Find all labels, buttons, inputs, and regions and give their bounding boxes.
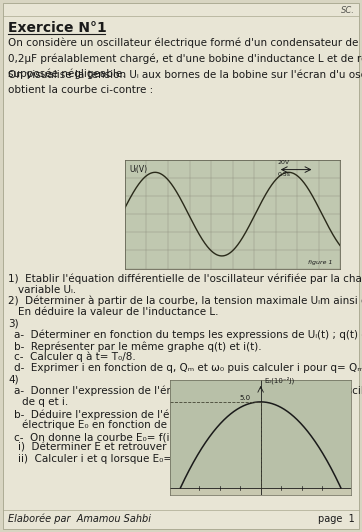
- Text: de q et i.: de q et i.: [22, 397, 68, 407]
- Text: a-  Déterminer en fonction du temps les expressions de Uₗ(t) ; q(t) et i(t).: a- Déterminer en fonction du temps les e…: [14, 330, 362, 340]
- Text: c-  On donne la courbe E₀= f(i) :: c- On donne la courbe E₀= f(i) :: [14, 432, 180, 442]
- Text: c-  Calculer q à t= T₀/8.: c- Calculer q à t= T₀/8.: [14, 352, 136, 362]
- Text: 20V: 20V: [278, 160, 290, 165]
- Text: 0.5s: 0.5s: [278, 172, 291, 177]
- Text: variable Uₗ.: variable Uₗ.: [18, 285, 76, 295]
- Text: 4): 4): [8, 375, 18, 385]
- Text: figure 1: figure 1: [308, 260, 332, 265]
- Text: a-  Donner l'expression de l'énergie électromagnétique  E de l'oscillateur en fo: a- Donner l'expression de l'énergie élec…: [14, 386, 362, 396]
- Text: 5.0: 5.0: [239, 395, 251, 401]
- Bar: [170, 488, 351, 495]
- Text: En déduire la valeur de l'inductance L.: En déduire la valeur de l'inductance L.: [18, 307, 219, 317]
- Text: On considère un oscillateur électrique formé d'un condensateur de capacité C=
0,: On considère un oscillateur électrique f…: [8, 38, 362, 79]
- Text: i)  Déterminer E et retrouver la valeur de L.: i) Déterminer E et retrouver la valeur d…: [18, 443, 244, 453]
- Text: Uₗ(V): Uₗ(V): [129, 165, 147, 174]
- Text: électrique E₀ en fonction de E et i₂.: électrique E₀ en fonction de E et i₂.: [22, 420, 204, 430]
- Text: Elaborée par  Amamou Sahbi: Elaborée par Amamou Sahbi: [8, 514, 151, 525]
- Text: b-  Représenter par le même graphe q(t) et i(t).: b- Représenter par le même graphe q(t) e…: [14, 341, 262, 352]
- Text: ii)  Calculer i et q lorsque E₀= Eₗ: ii) Calculer i et q lorsque E₀= Eₗ: [18, 454, 184, 464]
- Text: SC.: SC.: [341, 6, 355, 15]
- Text: b-  Déduire l'expression de l'énergie: b- Déduire l'expression de l'énergie: [14, 409, 203, 420]
- Text: Exercice N°1: Exercice N°1: [8, 21, 107, 35]
- Text: page  1: page 1: [318, 514, 355, 524]
- Text: E₀(10⁻²J): E₀(10⁻²J): [264, 377, 294, 385]
- Text: 3): 3): [8, 319, 18, 329]
- Text: d-  Exprimer i en fonction de q, Qₘ et ω₀ puis calculer i pour q= Qₘ/2: d- Exprimer i en fonction de q, Qₘ et ω₀…: [14, 363, 362, 373]
- Text: On visualise la tension Uₗ aux bornes de la bobine sur l'écran d'u oscilloscope : On visualise la tension Uₗ aux bornes de…: [8, 70, 362, 95]
- Text: 1)  Etablir l'équation différentielle de l'oscillateur vérifiée par la charge q,: 1) Etablir l'équation différentielle de …: [8, 274, 362, 285]
- Text: 2)  Déterminer à partir de la courbe, la tension maximale Uₗm ainsi que la pério: 2) Déterminer à partir de la courbe, la …: [8, 296, 362, 306]
